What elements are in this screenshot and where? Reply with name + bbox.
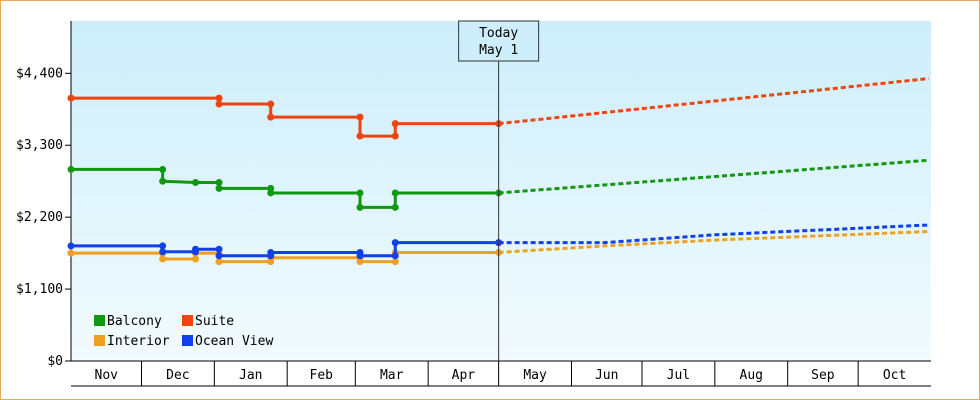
today-date-label: May 1: [479, 43, 518, 58]
data-point: [356, 189, 364, 197]
data-point: [267, 100, 275, 108]
y-tick-label: $3,300: [16, 138, 63, 153]
y-tick-label: $4,400: [16, 66, 63, 81]
data-point: [215, 258, 223, 266]
x-axis: Nov Dec Jan Feb Mar Apr May Jun Jul Aug Sep Oct: [71, 360, 931, 387]
month-label: Dec: [166, 368, 189, 383]
data-point: [267, 113, 275, 121]
legend-label: Interior: [107, 334, 170, 349]
series-ocean-view: [67, 223, 929, 260]
data-point: [159, 165, 167, 173]
data-point: [215, 100, 223, 108]
data-point: [159, 177, 167, 185]
data-point: [67, 242, 75, 250]
data-point: [67, 165, 75, 173]
data-point: [67, 249, 75, 257]
legend: Balcony Suite Interior Ocean View: [94, 314, 273, 349]
y-tick-label: $0: [47, 354, 63, 369]
data-point: [267, 248, 275, 256]
month-label: Aug: [740, 368, 763, 383]
y-axis: $0 $1,100 $2,200 $3,300 $4,400: [16, 21, 72, 369]
series-forecast-line: [498, 223, 929, 245]
legend-swatch: [182, 315, 193, 326]
data-point: [159, 255, 167, 263]
data-point: [192, 179, 200, 186]
legend-item: Balcony: [94, 314, 162, 329]
data-point: [192, 245, 200, 253]
month-label: Nov: [95, 368, 119, 383]
series-forecast-line: [498, 230, 929, 254]
y-tick-label: $1,100: [16, 282, 63, 297]
data-point: [356, 258, 364, 266]
data-point: [215, 184, 223, 192]
legend-item: Interior: [94, 334, 170, 349]
month-label: Feb: [310, 368, 334, 383]
data-point: [215, 94, 223, 102]
data-point: [356, 132, 364, 140]
legend-swatch: [94, 335, 105, 346]
data-point: [391, 189, 399, 197]
data-point: [356, 252, 364, 260]
data-point: [391, 258, 399, 266]
legend-label: Suite: [195, 314, 234, 329]
data-point: [391, 120, 399, 128]
data-point: [215, 245, 223, 253]
today-label: Today: [479, 26, 518, 41]
month-label: Jan: [239, 368, 262, 383]
data-point: [356, 113, 364, 121]
data-point: [356, 203, 364, 211]
series-line: [71, 241, 499, 258]
data-point: [192, 255, 200, 263]
series-forecast-line: [498, 77, 929, 126]
month-label: Jun: [595, 368, 618, 383]
series-suite: [67, 77, 929, 140]
data-point: [267, 189, 275, 197]
month-label: Mar: [380, 368, 404, 383]
data-point: [391, 252, 399, 260]
today-marker: Today May 1: [458, 20, 540, 361]
today-box: [458, 20, 540, 62]
data-point: [159, 242, 167, 250]
legend-swatch: [182, 335, 193, 346]
data-point: [159, 248, 167, 256]
legend-swatch: [94, 315, 105, 326]
legend-label: Ocean View: [195, 334, 273, 349]
data-point: [391, 203, 399, 211]
data-point: [215, 252, 223, 260]
legend-item: Suite: [182, 314, 234, 329]
month-label: Jul: [667, 368, 690, 383]
data-point: [391, 132, 399, 140]
y-tick-label: $2,200: [16, 210, 63, 225]
month-label: Apr: [452, 368, 476, 383]
data-point: [67, 94, 75, 102]
legend-label: Balcony: [107, 314, 162, 329]
series-balcony: [67, 158, 929, 211]
data-point: [391, 239, 399, 247]
data-point: [215, 179, 223, 186]
month-label: Oct: [883, 368, 906, 383]
legend-item: Ocean View: [182, 334, 273, 349]
month-label: Sep: [811, 368, 835, 383]
series-layer: [67, 77, 929, 266]
series-line: [71, 250, 499, 264]
month-label: May: [523, 368, 547, 383]
